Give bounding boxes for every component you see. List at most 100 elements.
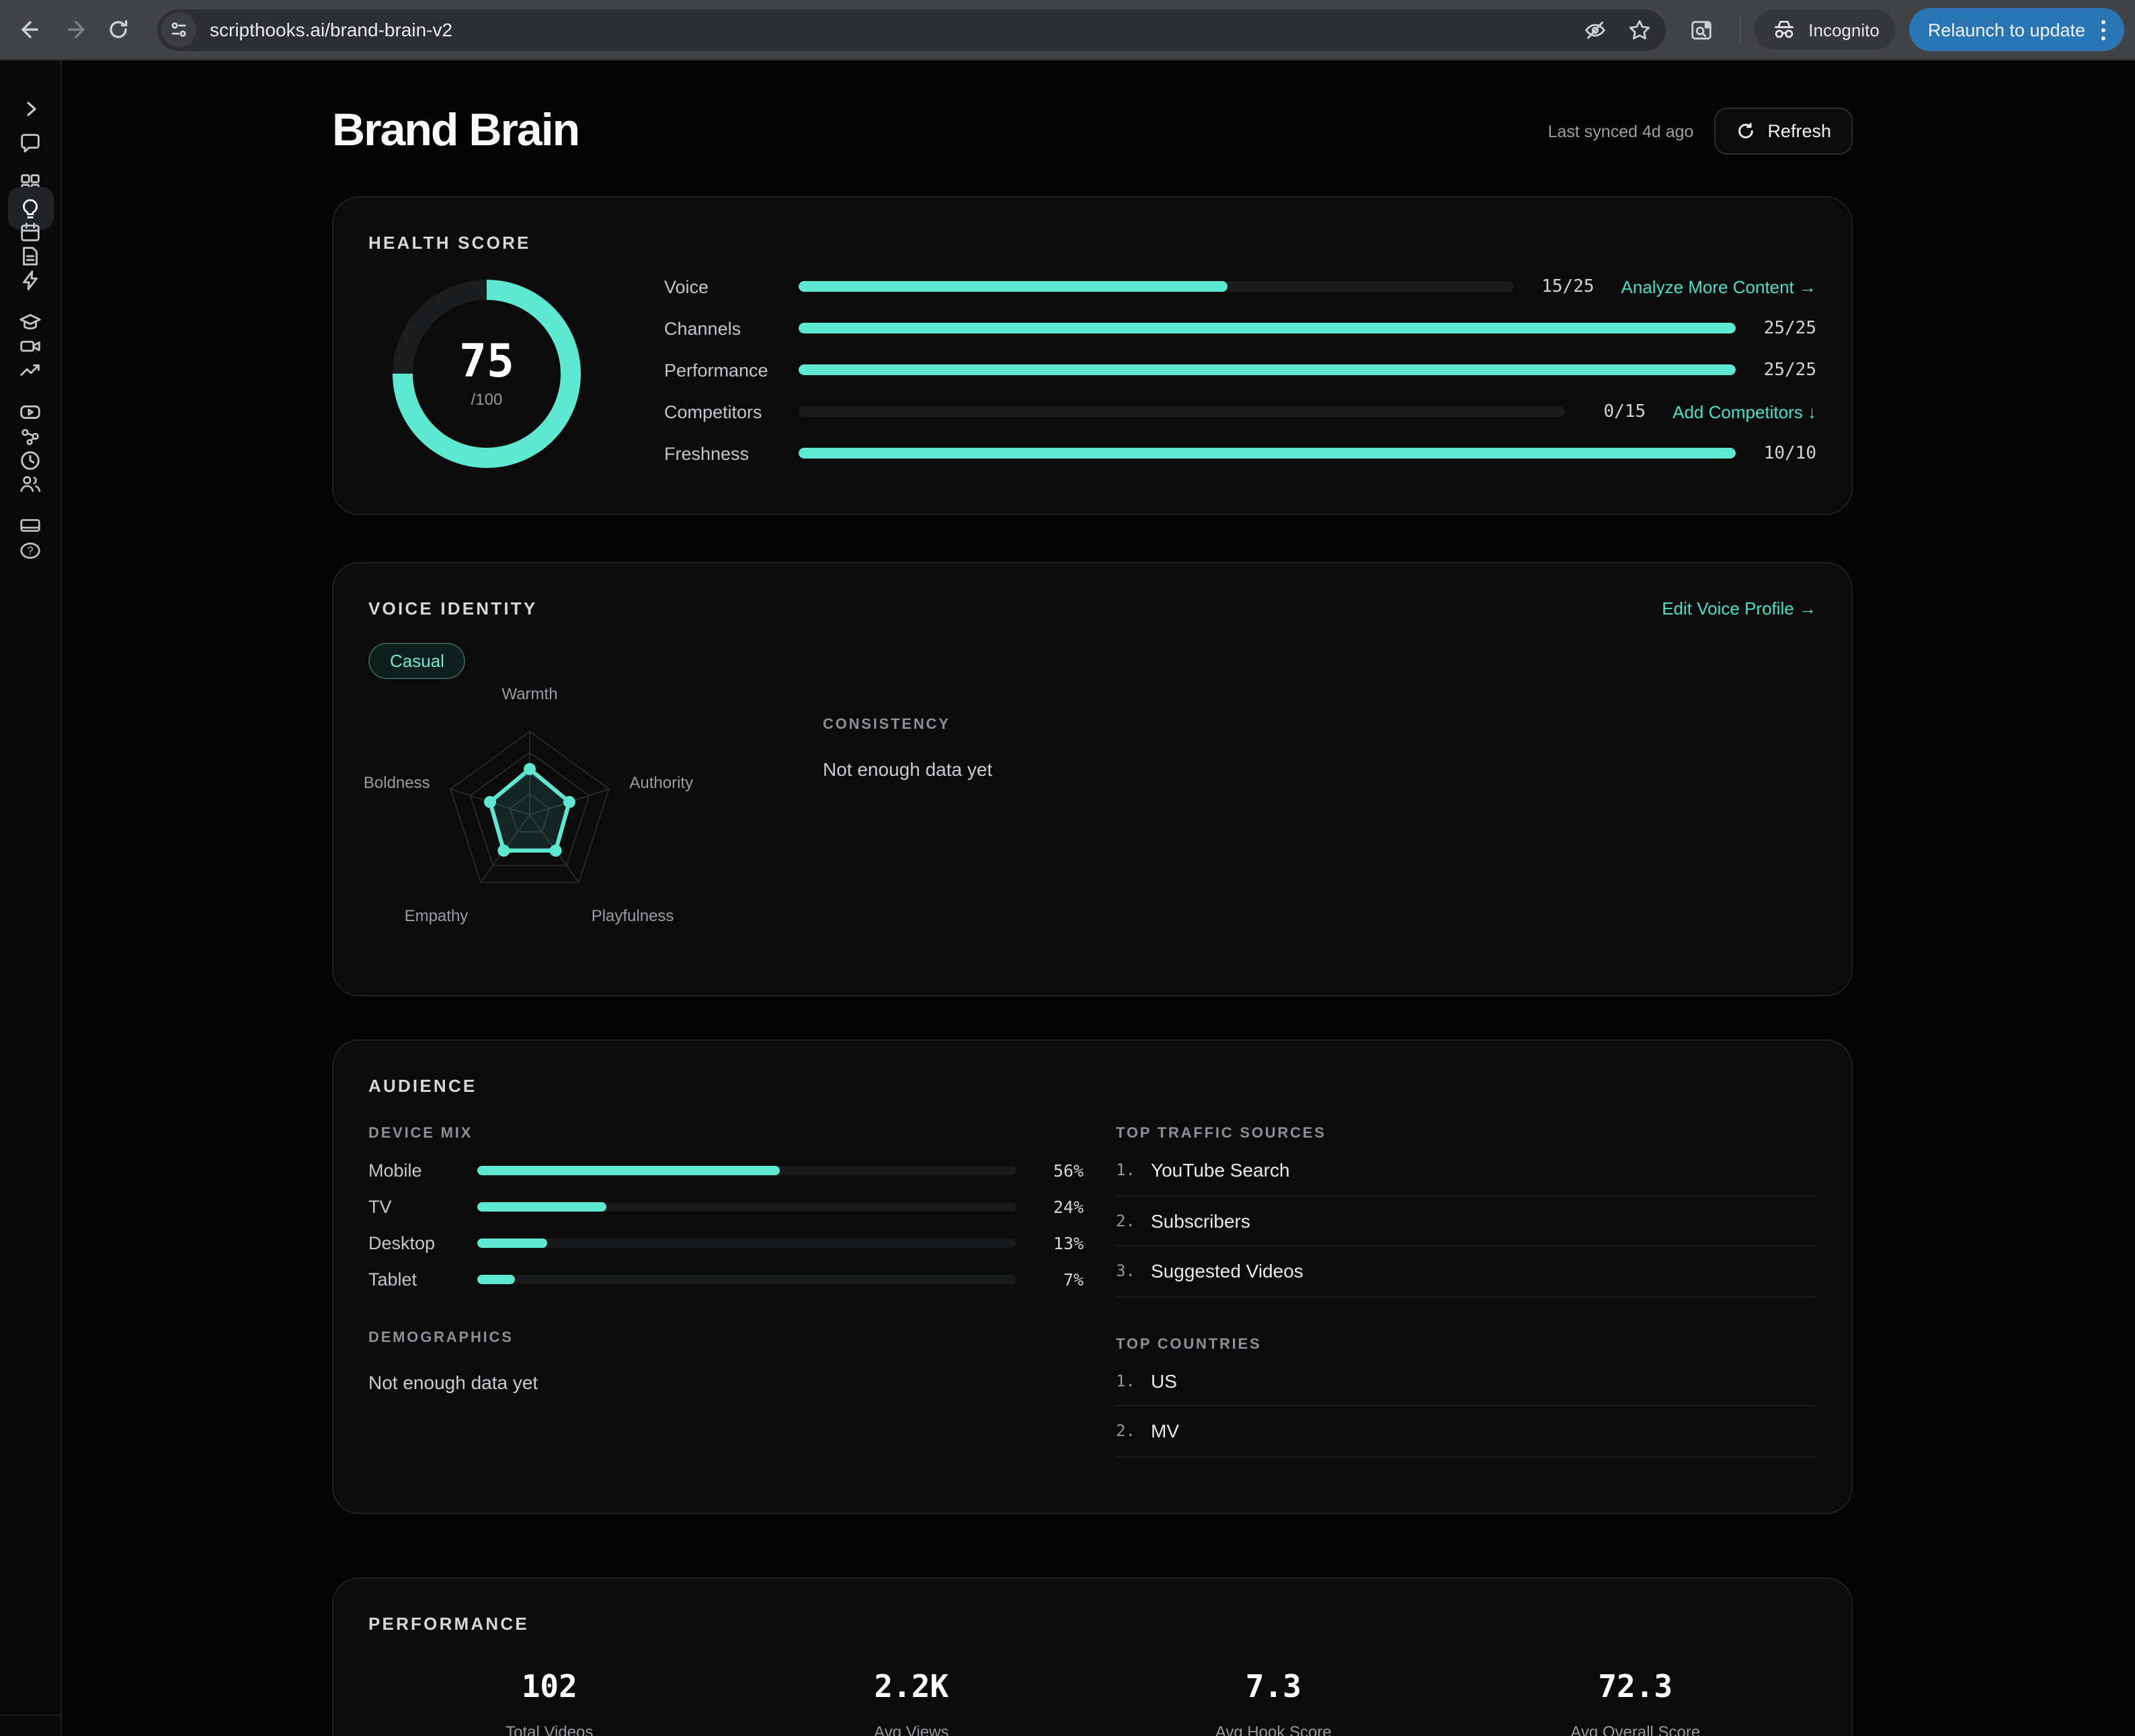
address-bar[interactable]: scripthooks.ai/brand-brain-v2 bbox=[157, 9, 1666, 50]
svg-text:Empathy: Empathy bbox=[405, 907, 469, 925]
device-mix-row: TV 24% bbox=[368, 1196, 1084, 1216]
device-mix-bar-fill bbox=[477, 1274, 516, 1284]
sidebar-item-analytics[interactable] bbox=[7, 350, 53, 390]
demographics-empty-text: Not enough data yet bbox=[368, 1372, 538, 1393]
relaunch-to-update-button[interactable]: Relaunch to update bbox=[1908, 8, 2124, 51]
list-label: US bbox=[1151, 1370, 1177, 1392]
performance-stat: 7.3 Avg Hook Score bbox=[1092, 1670, 1455, 1736]
performance-stat-value: 7.3 bbox=[1245, 1670, 1301, 1705]
sidebar-item-videos[interactable] bbox=[7, 325, 53, 366]
health-score-denominator: /100 bbox=[471, 390, 503, 409]
voice-tone-badge[interactable]: Casual bbox=[368, 643, 466, 679]
play-icon bbox=[20, 405, 40, 418]
list-rank: 2. bbox=[1116, 1421, 1135, 1441]
consistency-title: CONSISTENCY bbox=[823, 717, 951, 733]
sidebar-item-brand-brain[interactable] bbox=[7, 187, 53, 230]
list-rank: 3. bbox=[1116, 1261, 1135, 1281]
site-info-button[interactable] bbox=[161, 12, 196, 47]
device-mix-row: Mobile 56% bbox=[368, 1160, 1084, 1180]
device-mix-label: Desktop bbox=[368, 1232, 436, 1253]
sidebar-item-player[interactable] bbox=[7, 391, 53, 432]
eye-off-icon[interactable] bbox=[1582, 17, 1608, 42]
device-mix-value: 56% bbox=[1053, 1160, 1084, 1180]
device-mix-label: Tablet bbox=[368, 1269, 417, 1289]
tune-icon bbox=[171, 22, 186, 37]
health-metric-link[interactable]: Analyze More Content → bbox=[1621, 276, 1816, 297]
health-metric-label: Voice bbox=[664, 276, 709, 297]
device-mix-bar-track bbox=[477, 1201, 1016, 1211]
sidebar-item-learn[interactable] bbox=[7, 301, 53, 342]
performance-stat-value: 2.2K bbox=[874, 1670, 949, 1705]
sidebar-item-share[interactable] bbox=[7, 416, 53, 456]
sidebar-item-calendar[interactable] bbox=[7, 211, 53, 251]
performance-card: PERFORMANCE 102 Total Videos 2.2K Avg Views… bbox=[332, 1577, 1853, 1736]
clock-icon bbox=[21, 450, 40, 469]
side-panel-button[interactable] bbox=[1682, 11, 1720, 48]
sidebar-expand-button[interactable] bbox=[7, 89, 53, 129]
demographics-title: DEMOGRAPHICS bbox=[368, 1330, 514, 1346]
incognito-icon bbox=[1775, 20, 1794, 38]
url-text[interactable]: scripthooks.ai/brand-brain-v2 bbox=[210, 19, 453, 40]
health-metric-row: Performance 25/25 bbox=[664, 358, 1816, 382]
forward-button[interactable] bbox=[55, 11, 93, 48]
health-score-title: HEALTH SCORE bbox=[368, 233, 531, 253]
health-metric-label: Competitors bbox=[664, 401, 762, 422]
device-mix-bar-fill bbox=[477, 1238, 548, 1247]
lightning-icon bbox=[23, 270, 38, 290]
video-camera-icon bbox=[20, 340, 40, 352]
health-metric-value: 25/25 bbox=[1763, 360, 1816, 380]
device-mix-bar-fill bbox=[477, 1165, 780, 1175]
browser-menu-icon[interactable] bbox=[2091, 19, 2116, 40]
sidebar-item-chat[interactable] bbox=[7, 122, 53, 163]
health-metric-bar-track bbox=[799, 323, 1736, 333]
performance-stat-value: 72.3 bbox=[1598, 1670, 1673, 1705]
edit-voice-profile-link[interactable]: Edit Voice Profile → bbox=[1662, 598, 1816, 619]
health-metric-row: Competitors 0/15 Add Competitors ↓ bbox=[664, 399, 1816, 424]
audience-card: AUDIENCE DEVICE MIX Mobile 56% TV 24% Deskto… bbox=[332, 1039, 1853, 1514]
health-metric-row: Channels 25/25 bbox=[664, 316, 1816, 340]
top-traffic-sources-title: TOP TRAFFIC SOURCES bbox=[1116, 1126, 1326, 1142]
health-score-gauge: 75 /100 bbox=[393, 280, 581, 468]
health-score-value: 75 bbox=[459, 335, 514, 389]
traffic-source-item: 3. Suggested Videos bbox=[1116, 1247, 1816, 1297]
document-icon bbox=[23, 246, 38, 265]
browser-toolbar: scripthooks.ai/brand-brain-v2 Incognito … bbox=[0, 0, 2135, 61]
voice-identity-title: VOICE IDENTITY bbox=[368, 598, 538, 619]
back-button[interactable] bbox=[11, 11, 48, 48]
sidebar-item-help[interactable]: ? bbox=[7, 530, 53, 570]
performance-stat-label: Avg Views bbox=[874, 1723, 949, 1736]
main-content: Brand Brain Last synced 4d ago Refresh H… bbox=[62, 61, 2135, 1736]
sidebar-item-actions[interactable] bbox=[7, 260, 53, 300]
performance-stat: 2.2K Avg Views bbox=[731, 1670, 1093, 1736]
sidebar-item-library[interactable] bbox=[7, 504, 53, 545]
list-label: YouTube Search bbox=[1151, 1159, 1290, 1181]
sparkle-icon bbox=[30, 1735, 31, 1736]
health-metric-label: Freshness bbox=[664, 443, 750, 463]
sidebar-item-team[interactable] bbox=[7, 463, 53, 503]
list-label: MV bbox=[1151, 1420, 1179, 1442]
back-icon bbox=[21, 21, 38, 38]
sidebar-item-history[interactable] bbox=[7, 440, 53, 480]
device-mix-label: TV bbox=[368, 1196, 392, 1216]
reload-button[interactable] bbox=[99, 11, 137, 48]
chat-icon bbox=[21, 133, 40, 152]
performance-stat: 72.3 Avg Overall Score bbox=[1455, 1670, 1817, 1736]
page-title: Brand Brain bbox=[332, 105, 580, 156]
app-sidebar: ? W bbox=[0, 61, 62, 1736]
health-metric-bar-fill bbox=[799, 448, 1736, 459]
audience-title: AUDIENCE bbox=[368, 1076, 477, 1096]
traffic-source-item: 2. Subscribers bbox=[1116, 1196, 1816, 1247]
bookmark-star-icon[interactable] bbox=[1627, 17, 1652, 42]
device-mix-value: 7% bbox=[1063, 1269, 1084, 1289]
performance-stat-label: Avg Hook Score bbox=[1215, 1723, 1332, 1736]
country-item: 2. MV bbox=[1116, 1407, 1816, 1457]
refresh-button[interactable]: Refresh bbox=[1714, 108, 1853, 155]
health-metric-link[interactable]: Add Competitors ↓ bbox=[1673, 401, 1816, 422]
sidebar-item-documents[interactable] bbox=[7, 235, 53, 276]
health-metric-bar-fill bbox=[799, 323, 1736, 333]
sidebar-item-upgrade[interactable] bbox=[7, 1725, 53, 1736]
svg-text:Warmth: Warmth bbox=[501, 685, 557, 703]
device-mix-row: Desktop 13% bbox=[368, 1232, 1084, 1253]
health-metric-bar-track bbox=[799, 448, 1736, 459]
trending-up-icon bbox=[20, 363, 40, 376]
